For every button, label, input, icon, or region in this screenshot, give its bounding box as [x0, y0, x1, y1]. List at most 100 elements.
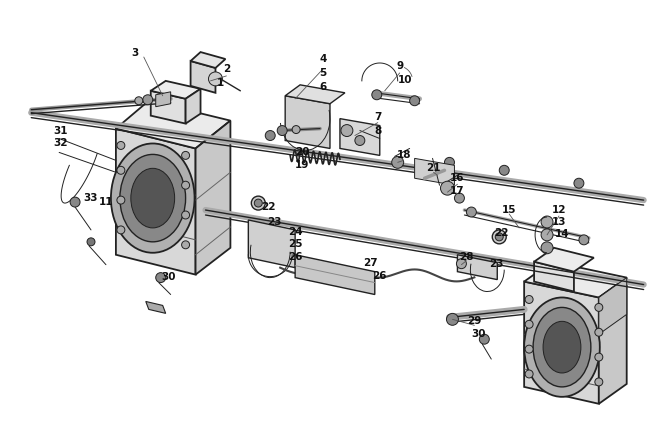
Circle shape — [181, 241, 190, 249]
Text: 26: 26 — [288, 252, 302, 262]
Text: 18: 18 — [396, 150, 411, 160]
Circle shape — [499, 165, 509, 175]
Ellipse shape — [131, 168, 175, 228]
Circle shape — [541, 229, 553, 241]
Text: 1: 1 — [217, 78, 224, 88]
Polygon shape — [151, 81, 201, 99]
Polygon shape — [599, 278, 627, 404]
Text: 10: 10 — [397, 75, 412, 85]
Circle shape — [525, 320, 533, 328]
Circle shape — [410, 96, 420, 106]
Circle shape — [445, 157, 454, 167]
Circle shape — [541, 216, 553, 228]
Circle shape — [372, 90, 382, 100]
Polygon shape — [116, 101, 230, 149]
Circle shape — [70, 197, 80, 207]
Polygon shape — [524, 281, 599, 404]
Circle shape — [525, 295, 533, 304]
Text: 12: 12 — [552, 205, 566, 215]
Circle shape — [252, 196, 265, 210]
Circle shape — [156, 273, 166, 283]
Polygon shape — [116, 129, 196, 275]
Circle shape — [454, 193, 464, 203]
Circle shape — [595, 328, 603, 336]
Polygon shape — [534, 248, 594, 271]
Polygon shape — [340, 119, 380, 155]
Ellipse shape — [543, 321, 581, 373]
Text: 23: 23 — [489, 259, 504, 269]
Text: 14: 14 — [554, 229, 569, 239]
Text: 33: 33 — [84, 193, 98, 203]
Ellipse shape — [524, 297, 600, 397]
Circle shape — [117, 166, 125, 174]
Circle shape — [341, 125, 353, 136]
Text: 23: 23 — [267, 217, 281, 227]
Text: 19: 19 — [295, 160, 309, 170]
Circle shape — [265, 131, 275, 140]
Text: 6: 6 — [319, 82, 327, 92]
Text: 30: 30 — [161, 271, 176, 281]
Text: 5: 5 — [319, 68, 327, 78]
Circle shape — [209, 72, 222, 86]
Circle shape — [492, 230, 506, 244]
Circle shape — [277, 126, 287, 136]
Circle shape — [595, 304, 603, 311]
Text: 13: 13 — [552, 217, 566, 227]
Circle shape — [525, 345, 533, 353]
Polygon shape — [190, 52, 226, 68]
Text: 16: 16 — [450, 173, 465, 183]
Circle shape — [181, 181, 190, 189]
Text: 27: 27 — [363, 258, 378, 268]
Text: 4: 4 — [319, 54, 327, 64]
Text: 28: 28 — [459, 252, 474, 262]
Ellipse shape — [533, 307, 591, 387]
Circle shape — [525, 370, 533, 378]
Circle shape — [595, 378, 603, 386]
Circle shape — [495, 233, 503, 241]
Text: 22: 22 — [494, 228, 508, 238]
Text: 20: 20 — [295, 147, 309, 158]
Polygon shape — [524, 262, 627, 297]
Circle shape — [441, 181, 454, 195]
Circle shape — [254, 199, 262, 207]
Circle shape — [117, 142, 125, 149]
Circle shape — [541, 242, 553, 254]
Polygon shape — [285, 96, 330, 149]
Ellipse shape — [120, 155, 186, 242]
Circle shape — [355, 136, 365, 145]
Polygon shape — [190, 61, 215, 93]
Text: 25: 25 — [288, 239, 302, 249]
Circle shape — [181, 152, 190, 159]
Text: 30: 30 — [471, 329, 486, 339]
Text: 31: 31 — [53, 126, 68, 136]
Polygon shape — [248, 220, 295, 268]
Circle shape — [143, 95, 153, 105]
Text: 29: 29 — [467, 317, 482, 326]
Circle shape — [579, 235, 589, 245]
Text: 2: 2 — [223, 64, 230, 74]
Polygon shape — [285, 85, 345, 104]
Polygon shape — [534, 262, 574, 291]
Circle shape — [595, 353, 603, 361]
Text: 15: 15 — [502, 205, 517, 215]
Ellipse shape — [111, 143, 194, 253]
Circle shape — [117, 196, 125, 204]
Circle shape — [292, 126, 300, 133]
Circle shape — [392, 156, 404, 168]
Polygon shape — [599, 278, 627, 334]
Polygon shape — [196, 121, 230, 275]
Circle shape — [135, 97, 143, 105]
Text: 7: 7 — [374, 112, 382, 122]
Circle shape — [87, 238, 95, 246]
Text: 3: 3 — [131, 48, 138, 58]
Polygon shape — [156, 92, 171, 107]
Text: 32: 32 — [53, 139, 68, 149]
Circle shape — [117, 226, 125, 234]
Polygon shape — [415, 158, 454, 185]
Polygon shape — [186, 89, 201, 123]
Text: 8: 8 — [374, 126, 382, 136]
Text: 9: 9 — [396, 61, 403, 71]
Text: 21: 21 — [426, 163, 441, 173]
Polygon shape — [458, 255, 497, 280]
Text: 26: 26 — [372, 271, 387, 281]
